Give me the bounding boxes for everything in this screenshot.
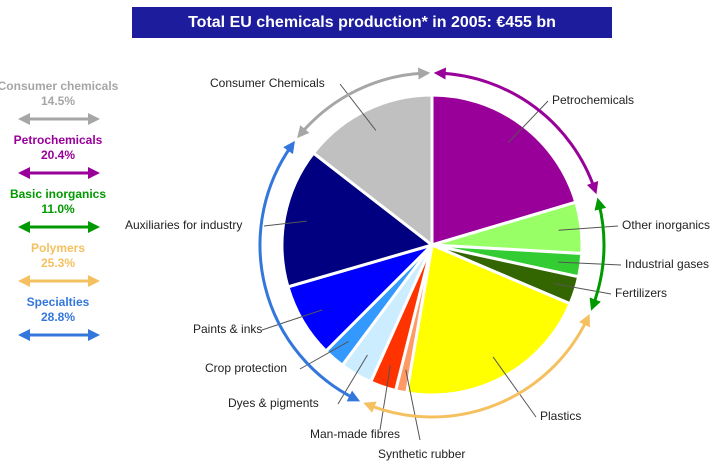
slice-label: Other inorganics xyxy=(622,218,710,232)
group-arc xyxy=(363,313,590,419)
chart-title: Total EU chemicals production* in 2005: … xyxy=(188,14,556,31)
slice-label: Crop protection xyxy=(205,361,287,375)
group-arc xyxy=(297,67,431,139)
leader-line xyxy=(558,225,619,231)
slice-label: Consumer Chemicals xyxy=(210,76,325,90)
slice-label: Plastics xyxy=(540,409,581,423)
legend-value: 25.3% xyxy=(41,256,75,270)
slice-label: Dyes & pigments xyxy=(228,396,319,410)
slice-label: Fertilizers xyxy=(615,286,667,300)
legend-value: 20.4% xyxy=(41,148,75,162)
slice-label: Paints & inks xyxy=(193,322,262,336)
legend-name: Consumer chemicals xyxy=(0,79,119,93)
legend-name: Polymers xyxy=(31,241,85,255)
legend-name: Specialties xyxy=(27,295,90,309)
legend-name: Basic inorganics xyxy=(10,187,106,201)
group-arc xyxy=(589,197,607,311)
slice-label: Industrial gases xyxy=(625,257,709,271)
slice-label: Man-made fibres xyxy=(310,427,400,441)
slice-label: Petrochemicals xyxy=(552,93,634,107)
group-arc xyxy=(433,67,599,195)
legend-value: 28.8% xyxy=(41,310,75,324)
legend-value: 11.0% xyxy=(41,202,75,216)
title-box xyxy=(132,7,612,38)
group-arc xyxy=(258,140,361,402)
legend-name: Petrochemicals xyxy=(14,133,103,147)
legend-value: 14.5% xyxy=(41,94,75,108)
slice-label: Auxiliaries for industry xyxy=(125,218,242,232)
slice-label: Synthetic rubber xyxy=(378,447,465,461)
